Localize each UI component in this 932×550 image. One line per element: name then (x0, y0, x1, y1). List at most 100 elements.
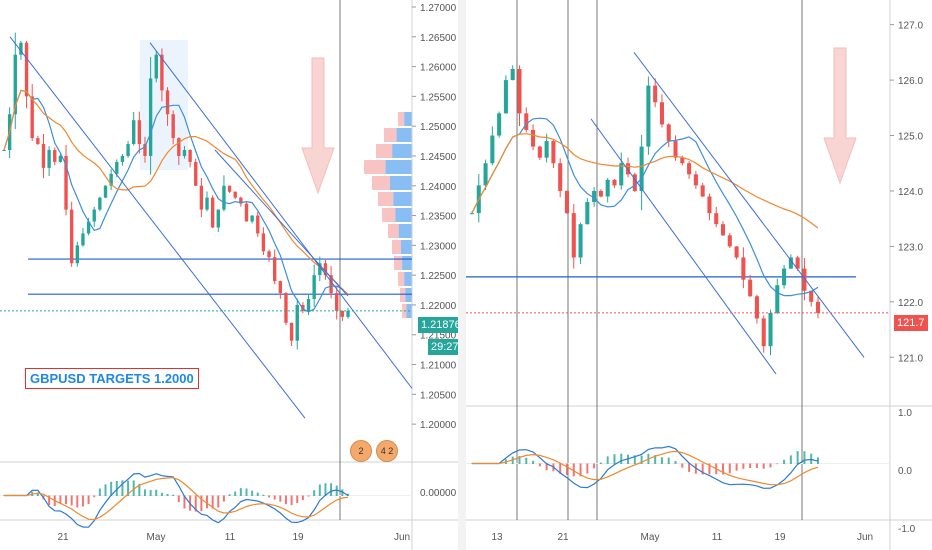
candle-body (788, 257, 793, 269)
candle-body (160, 54, 164, 91)
y-tick-label: 1.20500 (420, 390, 457, 401)
macd-histogram-bar (681, 463, 684, 468)
x-tick-label: 19 (774, 532, 786, 543)
candle-body (815, 301, 821, 313)
trend-channel-line (590, 118, 777, 375)
volume-profile-sell (398, 272, 405, 286)
macd-histogram-bar (70, 495, 73, 506)
candle-body (120, 155, 125, 162)
candle-body (727, 235, 732, 247)
volume-profile-sell (400, 288, 406, 302)
macd-histogram-bar (98, 488, 101, 496)
macd-histogram-bar (279, 495, 282, 502)
macd-histogram-bar (667, 457, 670, 464)
economic-event-icon[interactable]: 2 (350, 440, 372, 462)
macd-histogram-bar (200, 495, 203, 512)
trend-channel-line (9, 36, 306, 419)
candle-body (659, 102, 664, 125)
candle-body (558, 163, 563, 191)
candle-body (646, 85, 651, 147)
x-tick-label: 13 (491, 532, 503, 543)
candle-body (132, 120, 136, 145)
down-arrow-annotation (823, 47, 857, 185)
moving-average-slow (3, 89, 349, 295)
candle-body (598, 190, 603, 197)
macd-histogram-bar (335, 485, 338, 496)
second-chart-panel[interactable]: 127.0 126.0 125.0 124.0 123.0 122.0 121.0 1.0 0.… (466, 0, 932, 550)
macd-histogram-bar (245, 488, 248, 496)
macd-histogram-bar (307, 495, 310, 497)
macd-histogram-bar (172, 494, 175, 496)
macd-histogram-bar (341, 489, 344, 496)
macd-histogram-bar (708, 463, 711, 475)
macd-histogram-bar (565, 463, 568, 475)
macd-histogram-bar (796, 451, 799, 464)
candle-body (510, 68, 515, 81)
volume-profile-buy (390, 176, 412, 190)
macd-histogram-bar (559, 463, 562, 474)
candle-body (707, 196, 712, 214)
candle-body (64, 155, 68, 210)
candle-body (261, 233, 266, 252)
moving-average-fast (471, 117, 819, 297)
y-tick-label: 1.20000 (420, 420, 457, 431)
candle-body (653, 85, 658, 103)
candle-body (680, 157, 685, 164)
candle-body (41, 144, 46, 168)
macd-line (472, 445, 819, 489)
macd-histogram-bar (143, 489, 146, 496)
gbpusd-chart-svg[interactable]: 1.27000 1.26500 1.26000 1.25500 1.25000 1.245… (0, 0, 458, 550)
indicator-tick-label: 0.00000 (420, 488, 457, 499)
candle-body (734, 246, 739, 258)
macd-histogram-bar (301, 495, 304, 501)
macd-histogram-bar (239, 488, 242, 496)
candle-body (143, 144, 147, 156)
highlight-zone (140, 40, 188, 170)
candle-body (585, 202, 590, 225)
indicator-tick-label: 0.0 (898, 466, 912, 477)
macd-histogram-bar (545, 463, 548, 471)
candle-body (227, 185, 232, 192)
macd-histogram-bar (330, 483, 333, 496)
current-price-label: 1.21876 (418, 317, 458, 333)
candle-body (605, 179, 610, 197)
volume-profile-buy (405, 288, 412, 302)
candle-body (171, 114, 175, 139)
macd-histogram-bar (755, 463, 758, 468)
y-tick-label: 124.0 (898, 187, 923, 198)
macd-histogram-bar (110, 481, 113, 496)
volume-profile-buy (395, 208, 412, 222)
chart-divider[interactable] (458, 0, 466, 550)
macd-histogram-bar (803, 451, 806, 464)
candle-body (768, 312, 773, 347)
candle-body (222, 185, 226, 210)
second-chart-svg[interactable]: 127.0 126.0 125.0 124.0 123.0 122.0 121.0 1.0 0.… (466, 0, 932, 550)
macd-histogram-bar (735, 463, 738, 471)
gbpusd-chart-panel[interactable]: 1.27000 1.26500 1.26000 1.25500 1.25000 1.245… (0, 0, 458, 550)
macd-histogram-bar (121, 480, 124, 496)
candle-body (312, 275, 316, 299)
candle-body (741, 257, 746, 280)
candle-body (216, 209, 220, 228)
candle-body (182, 150, 187, 156)
macd-histogram-bar (183, 495, 186, 509)
volume-profile-sell (376, 144, 393, 158)
macd-histogram-bar (166, 493, 169, 496)
candle-body (626, 163, 631, 175)
economic-event-icon[interactable]: 4 2 (376, 440, 398, 462)
macd-histogram-bar (256, 492, 259, 496)
y-tick-label: 1.25500 (420, 92, 457, 103)
macd-histogram-bar (87, 495, 90, 505)
macd-histogram-bar (742, 463, 745, 469)
candle-body (81, 233, 85, 246)
volume-profile-sell (384, 128, 397, 142)
candle-body (13, 54, 17, 115)
volume-profile-sell (378, 192, 394, 206)
candle-body (524, 113, 529, 130)
volume-profile-buy (385, 160, 412, 174)
candle-body (809, 290, 814, 302)
candle-body (748, 279, 753, 297)
macd-histogram-bar (762, 463, 765, 469)
macd-histogram-bar (138, 483, 141, 496)
candle-body (639, 146, 644, 191)
